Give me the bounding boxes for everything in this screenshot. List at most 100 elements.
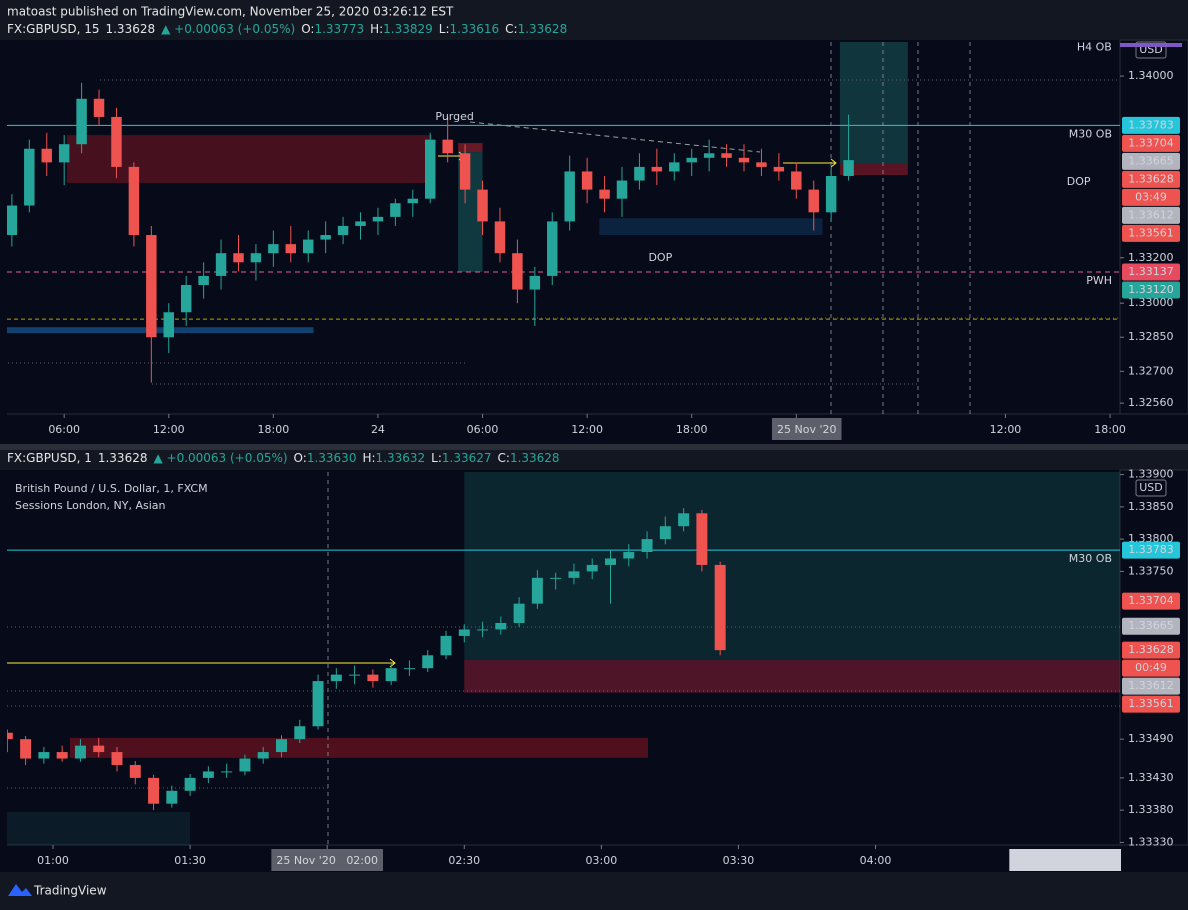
price-tag	[1122, 170, 1180, 188]
price-tag	[1122, 116, 1180, 134]
candle-body	[808, 189, 819, 213]
time-badge	[271, 849, 384, 871]
candle-body	[477, 629, 489, 631]
zone	[839, 163, 908, 176]
y-tick-label: 1.33380	[1128, 803, 1174, 816]
x-tick-label: 04:00	[860, 854, 892, 867]
footer-bar	[0, 872, 1188, 910]
candle-body	[349, 674, 361, 676]
candle-body	[320, 235, 331, 240]
candle-body	[714, 564, 726, 651]
y-tick-label: 1.33200	[1128, 251, 1174, 264]
x-tick-label: 18:00	[1094, 423, 1126, 436]
brand-logo	[8, 884, 32, 896]
price-tag	[1122, 188, 1180, 206]
price-tag	[1122, 224, 1180, 242]
y-tick-label: 1.33900	[1128, 468, 1174, 481]
price-tag	[1122, 541, 1180, 559]
candle-body	[20, 739, 32, 759]
price-tag	[1122, 617, 1180, 635]
currency-label: USD	[1139, 481, 1163, 494]
legend: FX:GBPUSD, 1 1.33628 ▲ +0.00063 (+0.05%) O:…	[7, 451, 560, 465]
indicator-title: Sessions London, NY, Asian	[15, 499, 166, 512]
candle-body	[268, 244, 279, 254]
legend-last: 1.33628	[105, 22, 155, 36]
brand-name: TradingView	[33, 884, 107, 898]
x-tick-label: 01:30	[174, 854, 206, 867]
y-tick-label: 1.34000	[1128, 69, 1174, 82]
candle-body	[233, 253, 244, 263]
legend-value: 1.33773	[314, 22, 364, 36]
candle-body	[721, 153, 732, 158]
candle-body	[294, 726, 306, 740]
candle-body	[128, 166, 140, 236]
arrow-drawing	[783, 158, 837, 168]
legend-key: H:	[362, 451, 375, 465]
candle-body	[791, 171, 802, 190]
candle-body	[330, 674, 342, 682]
candle-body	[564, 171, 575, 222]
price-tag-label: 1.33628	[1128, 172, 1174, 185]
candle-body	[257, 752, 269, 759]
zone	[458, 143, 483, 153]
trend-line	[469, 121, 761, 153]
candle-body	[756, 162, 767, 167]
price-tag	[1122, 592, 1180, 610]
price-tag	[1122, 281, 1180, 299]
time-badge-label: 25 Nov '20	[777, 423, 836, 436]
currency-box	[1135, 479, 1167, 497]
candle-body	[623, 552, 635, 559]
x-tick-label: 01:00	[37, 854, 69, 867]
panel-separator	[0, 444, 1188, 450]
legend-value: 1.33627	[442, 451, 492, 465]
price-tag-label: 1.33704	[1128, 594, 1174, 607]
candle-body	[641, 539, 653, 553]
x-tick-label: 06:00	[48, 423, 80, 436]
legend-value: 1.33628	[518, 22, 568, 36]
y-tick-label: 1.33490	[1128, 732, 1174, 745]
candle-body	[163, 312, 174, 338]
price-tag	[1122, 152, 1180, 170]
candle-body	[599, 189, 610, 199]
legend-key: H:	[370, 22, 383, 36]
candle-body	[7, 732, 13, 740]
level-label: PWH	[1086, 274, 1112, 287]
y-tick-label: 1.32700	[1128, 364, 1174, 377]
candle-body	[425, 139, 436, 199]
legend-key: C:	[505, 22, 517, 36]
candle-body	[367, 674, 379, 682]
zone	[839, 42, 908, 164]
candle-body	[239, 758, 251, 772]
y-tick-label: 1.32560	[1128, 396, 1174, 409]
level-label: M30 OB	[1069, 127, 1112, 140]
y-tick-label: 1.33330	[1128, 835, 1174, 848]
legend-change: ▲ +0.00063 (+0.05%)	[153, 451, 287, 465]
legend-value: 1.33630	[307, 451, 357, 465]
price-tag-label: 1.33612	[1128, 208, 1174, 221]
price-tag-label: 1.33783	[1128, 543, 1174, 556]
candle-body	[111, 752, 123, 765]
candle-body	[276, 739, 287, 753]
price-tag-label: 1.33612	[1128, 679, 1174, 692]
legend-key: C:	[498, 451, 510, 465]
legend-value: 1.33829	[383, 22, 433, 36]
candle-body	[337, 225, 349, 236]
price-tag-label: 03:49	[1135, 190, 1167, 203]
zone	[69, 737, 648, 758]
zone	[7, 812, 191, 845]
price-tag-label: 1.33137	[1128, 265, 1174, 278]
time-badge	[772, 418, 842, 440]
x-tick-label: 18:00	[258, 423, 290, 436]
candle-body	[547, 221, 558, 276]
y-tick-label: 1.32850	[1128, 330, 1174, 343]
candle-body	[458, 629, 470, 636]
legend-key: O:	[301, 22, 314, 36]
publisher-line: matoast published on TradingView.com, No…	[7, 5, 454, 19]
candle-body	[513, 603, 525, 624]
price-tag-label: 1.33628	[1128, 643, 1174, 656]
y-tick-label: 1.33430	[1128, 771, 1174, 784]
x-tick-label: 03:30	[723, 854, 755, 867]
price-tag	[1122, 134, 1180, 152]
series-title: British Pound / U.S. Dollar, 1, FXCM	[15, 482, 208, 495]
